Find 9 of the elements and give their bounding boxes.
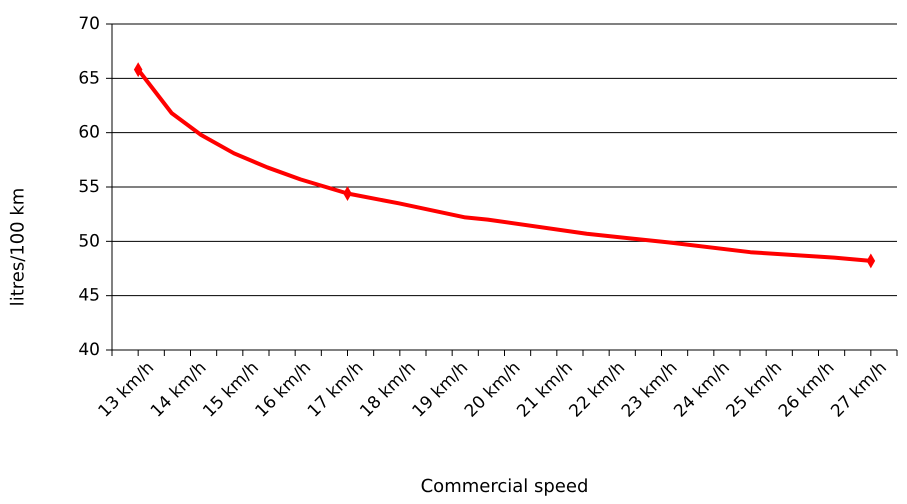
y-tick-label: 65 bbox=[78, 68, 100, 88]
x-axis-title: Commercial speed bbox=[420, 476, 588, 497]
y-tick-label: 70 bbox=[78, 14, 100, 34]
y-tick-label: 60 bbox=[78, 122, 100, 143]
y-tick-label: 40 bbox=[78, 340, 100, 360]
y-tick-label: 50 bbox=[78, 231, 100, 252]
y-axis-title: litres/100 km bbox=[7, 188, 28, 306]
y-tick-label: 45 bbox=[78, 286, 100, 306]
y-tick-label: 55 bbox=[78, 177, 100, 197]
